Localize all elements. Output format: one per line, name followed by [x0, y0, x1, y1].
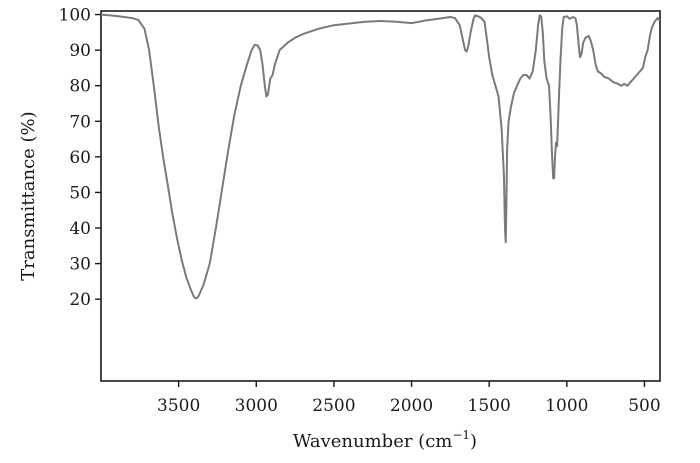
x-axis-label: Wavenumber (cm−1): [293, 428, 477, 452]
plot-area: [100, 10, 661, 382]
x-tick-label: 2500: [312, 396, 355, 416]
x-axis: 3500 3000 2500 2000 1500 1000 500: [157, 381, 661, 416]
x-tick-label: 1000: [545, 396, 588, 416]
y-tick-label: 90: [69, 41, 91, 61]
transmittance-series-line: [100, 13, 661, 300]
x-tick-label: 3000: [235, 396, 278, 416]
y-tick-label: 80: [69, 77, 91, 97]
y-tick-label: 100: [59, 6, 91, 26]
y-tick-label: 20: [69, 290, 91, 310]
x-tick-label: 3500: [157, 396, 200, 416]
y-tick-label: 30: [69, 255, 91, 275]
y-tick-label: 50: [69, 183, 91, 203]
plot-frame: [100, 10, 661, 382]
x-tick-label: 1500: [468, 396, 511, 416]
y-tick-label: 40: [69, 219, 91, 239]
y-axis: 20 30 40 50 60 70 80 90 100: [59, 6, 101, 310]
y-tick-label: 60: [69, 148, 91, 168]
y-tick-label: 70: [69, 112, 91, 132]
x-tick-label: 500: [628, 396, 660, 416]
y-axis-label: Transmittance (%): [18, 111, 39, 280]
x-tick-label: 2000: [390, 396, 433, 416]
